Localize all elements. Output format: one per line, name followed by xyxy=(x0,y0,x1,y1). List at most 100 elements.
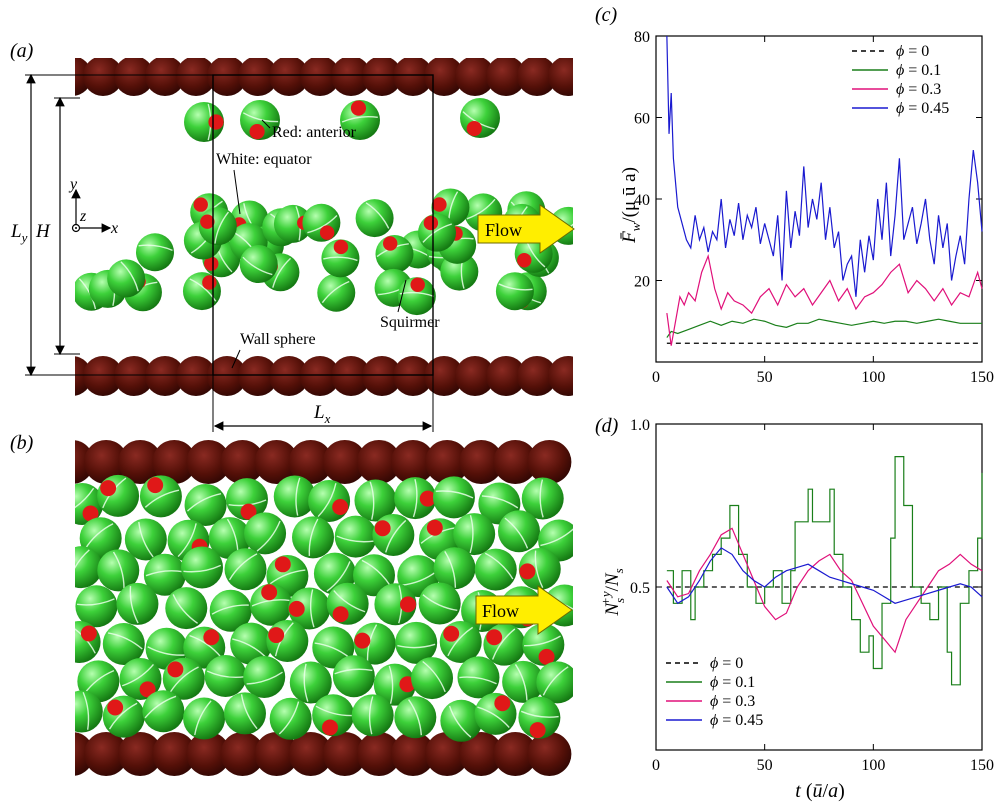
squirmer-sphere xyxy=(374,583,417,626)
wall-sphere xyxy=(455,356,495,396)
anterior-spot xyxy=(333,239,349,255)
wall-sphere xyxy=(176,356,216,396)
legend-label: ϕ = 0.1 xyxy=(896,62,941,79)
squirmer-sphere xyxy=(439,620,482,663)
anterior-spot xyxy=(494,695,511,712)
legend-label: ϕ = 0.45 xyxy=(710,712,763,729)
anterior-spot xyxy=(322,719,338,736)
squirmer-sphere xyxy=(353,622,396,665)
wall-sphere xyxy=(486,58,526,96)
wall-sphere xyxy=(83,58,123,96)
anterior-spot xyxy=(426,519,443,536)
wall-sphere xyxy=(459,440,504,484)
x-tick-label: 100 xyxy=(861,369,885,386)
anterior-spot xyxy=(410,277,425,292)
x-tick-label: 100 xyxy=(861,757,885,774)
chart-d: 0 50 100 150 0.5 1.0 ϕ = 0 ϕ = 0.1 ϕ = 0.3 ϕ = 0.… xyxy=(630,417,994,774)
squirmer-sphere xyxy=(116,582,159,625)
anterior-spot xyxy=(261,584,278,601)
squirmer-sphere xyxy=(183,697,226,740)
squirmer-sphere xyxy=(372,513,415,556)
wall-sphere xyxy=(176,58,216,96)
leader-squirmer xyxy=(397,279,407,313)
squirmer-sphere xyxy=(355,199,394,238)
anterior-spot xyxy=(288,600,305,617)
squirmer-sphere xyxy=(182,272,221,311)
flow-label-a: Flow xyxy=(485,220,522,240)
squirmer-sphere xyxy=(326,582,369,625)
wall-sphere xyxy=(207,356,247,396)
squirmer-sphere xyxy=(483,623,526,666)
squirmer-sphere xyxy=(375,235,414,274)
wall-sphere xyxy=(493,732,538,776)
anterior-spot xyxy=(139,681,156,698)
h-label: H xyxy=(35,221,51,242)
anterior-spot xyxy=(204,256,219,271)
squirmer-sphere xyxy=(418,582,461,625)
anterior-spot xyxy=(167,661,184,678)
squirmer-sphere xyxy=(536,661,573,704)
anterior-spot xyxy=(249,124,265,140)
squirmer-sphere xyxy=(394,477,437,520)
wall-sphere xyxy=(548,58,573,96)
y-tick-label: 1.0 xyxy=(630,417,650,434)
x-tick-label: 0 xyxy=(652,757,660,774)
leader-wall xyxy=(231,349,241,369)
squirmer-sphere xyxy=(244,512,287,555)
annotation-squirmer: Squirmer xyxy=(380,314,440,331)
wall-sphere xyxy=(288,732,333,776)
squirmers-layer xyxy=(75,98,573,316)
squirmer-sphere xyxy=(139,475,182,518)
y-axis-label: y xyxy=(68,176,78,193)
anterior-spot xyxy=(466,120,482,137)
wall-sphere xyxy=(238,58,278,96)
squirmer-sphere xyxy=(75,690,103,733)
wall-spheres-top xyxy=(75,58,573,96)
squirmer-sphere xyxy=(395,621,438,664)
wall-sphere xyxy=(362,58,402,96)
anterior-spot xyxy=(423,215,439,231)
anterior-spot xyxy=(519,563,536,580)
legend-label: ϕ = 0 xyxy=(896,43,929,60)
wall-sphere xyxy=(393,356,433,396)
annotation-white-equator: White: equator xyxy=(216,151,312,168)
squirmer-sphere xyxy=(223,692,266,735)
squirmer-sphere xyxy=(266,619,309,662)
y-tick-label: 60 xyxy=(634,111,650,128)
squirmer-sphere xyxy=(97,474,140,517)
anterior-spot xyxy=(100,480,117,497)
squirmer-sphere xyxy=(312,694,355,737)
wall-sphere xyxy=(548,356,573,396)
wall-sphere xyxy=(391,440,435,484)
squirmer-sphere xyxy=(432,476,475,519)
squirmer-sphere xyxy=(240,100,280,140)
squirmer-sphere xyxy=(162,657,205,700)
squirmer-sphere xyxy=(75,546,103,589)
anterior-spot xyxy=(443,625,460,642)
annotation-wall-sphere: Wall sphere xyxy=(240,331,316,348)
squirmer-sphere xyxy=(457,656,500,699)
anterior-spot xyxy=(319,225,335,240)
wall-sphere xyxy=(118,732,163,776)
anterior-spot xyxy=(202,275,217,290)
anterior-spot xyxy=(82,505,99,522)
wall-sphere xyxy=(288,440,333,484)
squirmer-sphere xyxy=(495,272,534,311)
squirmer-sphere xyxy=(474,548,517,591)
anterior-spot xyxy=(332,606,349,623)
squirmer-sphere xyxy=(502,660,545,703)
wall-sphere xyxy=(424,356,464,396)
wall-sphere xyxy=(220,440,265,484)
wall-sphere xyxy=(152,732,197,776)
squirmer-sphere xyxy=(142,690,185,733)
chart-c-ylabel: F̄w/(μ ū a) xyxy=(619,167,643,244)
panel-label-b: (b) xyxy=(10,432,34,454)
wall-sphere xyxy=(393,58,433,96)
squirmer-sphere xyxy=(143,553,186,596)
panel-label-c: (c) xyxy=(595,4,618,26)
x-tick-label: 50 xyxy=(757,369,773,386)
wall-sphere xyxy=(425,440,470,484)
squirmer-sphere xyxy=(135,233,174,272)
anterior-spot xyxy=(374,520,391,537)
